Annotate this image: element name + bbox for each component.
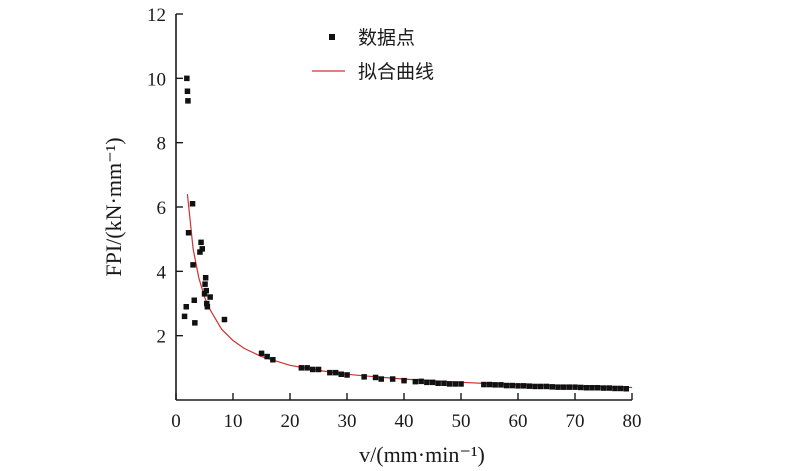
data-point: [538, 383, 544, 390]
data-point: [270, 357, 276, 363]
data-point: [606, 385, 612, 391]
data-point: [446, 381, 453, 387]
data-point: [221, 316, 228, 323]
x-tick-label: 30: [338, 411, 357, 432]
data-point: [201, 291, 208, 297]
data-point: [361, 374, 367, 380]
data-point: [612, 385, 618, 392]
y-tick-label: 12: [147, 5, 166, 26]
y-tick-label: 4: [157, 262, 167, 283]
data-point: [184, 75, 190, 82]
data-point: [327, 369, 333, 376]
data-point: [578, 384, 584, 391]
data-point: [202, 281, 208, 287]
data-point: [572, 384, 578, 390]
data-point: [498, 382, 504, 388]
x-tick-label: 50: [452, 411, 471, 432]
x-axis-label: v/(mm·min⁻¹): [359, 442, 485, 467]
data-point: [424, 379, 430, 386]
legend-label-scatter: 数据点: [358, 27, 415, 49]
data-point: [623, 386, 629, 392]
data-point: [181, 313, 188, 320]
data-point: [503, 382, 510, 389]
data-point: [441, 380, 447, 386]
data-point: [595, 385, 601, 391]
data-point: [310, 366, 316, 373]
fit-curve-line: [186, 194, 633, 389]
data-point: [198, 239, 204, 246]
x-tick-label: 40: [395, 411, 414, 432]
data-point: [555, 384, 561, 390]
data-point: [183, 304, 189, 310]
x-tick-label: 70: [566, 411, 585, 432]
data-point: [344, 372, 350, 378]
data-point: [560, 384, 567, 390]
data-point: [315, 366, 322, 373]
data-point: [258, 350, 265, 357]
data-point: [418, 378, 424, 385]
plot-area: 0 10 20 30 40 50 60 70 80 2 4 6 8 10 12: [147, 5, 642, 432]
data-point: [332, 369, 339, 376]
data-point: [191, 297, 197, 303]
x-ticks: 0 10 20 30 40 50 60 70 80: [171, 393, 642, 432]
data-point: [600, 385, 607, 391]
data-point: [509, 382, 515, 389]
data-point: [566, 384, 572, 390]
data-point: [184, 88, 191, 94]
data-point: [338, 371, 344, 377]
data-point: [481, 381, 487, 388]
data-point: [185, 98, 191, 104]
x-tick-label: 0: [171, 411, 181, 432]
data-point: [190, 262, 196, 268]
x-tick-label: 60: [509, 411, 528, 432]
data-point: [207, 294, 213, 300]
data-point: [412, 378, 419, 385]
data-point: [204, 300, 210, 307]
data-point: [204, 304, 211, 310]
data-point: [458, 381, 464, 387]
x-tick-label: 80: [623, 411, 642, 432]
data-point: [304, 365, 310, 371]
data-point: [492, 382, 498, 388]
data-point: [203, 287, 209, 294]
data-point: [543, 383, 550, 390]
data-point: [549, 384, 555, 390]
data-point: [264, 353, 270, 360]
data-point: [515, 383, 521, 389]
y-ticks: 2 4 6 8 10 12: [147, 5, 183, 348]
data-point: [521, 383, 527, 389]
data-point: [199, 246, 205, 252]
data-point: [202, 275, 209, 281]
data-point: [486, 381, 493, 388]
data-point: [452, 381, 459, 387]
y-tick-label: 2: [157, 327, 167, 348]
data-point: [435, 380, 441, 386]
y-tick-label: 10: [147, 69, 166, 90]
data-point: [378, 376, 384, 382]
data-point: [197, 249, 203, 255]
legend-marker-scatter: [329, 34, 335, 40]
data-point: [372, 374, 379, 381]
data-point: [192, 320, 198, 326]
x-tick-label: 20: [281, 411, 300, 432]
data-point: [429, 379, 436, 386]
data-point: [589, 385, 595, 391]
data-point: [532, 383, 538, 390]
data-point: [526, 383, 533, 389]
scatter-points: [181, 75, 629, 392]
legend: 数据点 拟合曲线: [312, 27, 434, 83]
data-point: [389, 376, 396, 382]
x-tick-label: 10: [224, 411, 243, 432]
data-point: [298, 365, 305, 371]
data-point: [189, 201, 196, 207]
data-point: [617, 385, 624, 392]
y-tick-label: 8: [157, 134, 167, 155]
legend-label-fit: 拟合曲线: [358, 61, 434, 83]
data-point: [185, 230, 192, 236]
data-point: [401, 377, 407, 384]
data-point: [583, 385, 590, 391]
y-axis-label: FPI/(kN·mm⁻¹): [101, 137, 126, 276]
y-tick-label: 6: [157, 198, 167, 219]
